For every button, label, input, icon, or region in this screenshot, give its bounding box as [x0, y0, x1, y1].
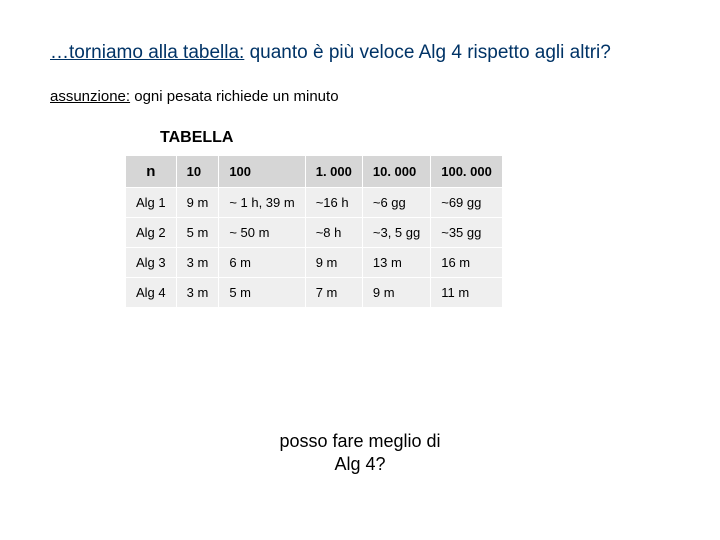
cell: 9 m	[362, 277, 430, 307]
cell: 3 m	[176, 277, 219, 307]
col-header-n: n	[126, 155, 177, 187]
cell: 3 m	[176, 247, 219, 277]
cell: 11 m	[431, 277, 503, 307]
cell: 16 m	[431, 247, 503, 277]
col-header-100: 100	[219, 155, 305, 187]
cell: 7 m	[305, 277, 362, 307]
cell: 9 m	[176, 187, 219, 217]
title-rest: quanto è più veloce Alg 4 rispetto agli …	[244, 42, 611, 63]
cell: ~3, 5 gg	[362, 217, 430, 247]
cell: ~8 h	[305, 217, 362, 247]
footer-question: posso fare meglio di Alg 4?	[0, 430, 720, 477]
title-underlined: …torniamo alla tabella:	[50, 42, 244, 63]
table-row: Alg 1 9 m ~ 1 h, 39 m ~16 h ~6 gg ~69 gg	[126, 187, 503, 217]
slide-subtitle: assunzione: ogni pesata richiede un minu…	[50, 88, 670, 105]
cell: ~ 50 m	[219, 217, 305, 247]
cell: ~6 gg	[362, 187, 430, 217]
row-label: Alg 2	[126, 217, 177, 247]
table-row: Alg 3 3 m 6 m 9 m 13 m 16 m	[126, 247, 503, 277]
row-label: Alg 1	[126, 187, 177, 217]
col-header-10: 10	[176, 155, 219, 187]
col-header-10000: 10. 000	[362, 155, 430, 187]
cell: ~69 gg	[431, 187, 503, 217]
footer-line1: posso fare meglio di	[279, 431, 440, 451]
data-table: n 10 100 1. 000 10. 000 100. 000 Alg 1 9…	[125, 155, 503, 308]
cell: ~16 h	[305, 187, 362, 217]
cell: ~35 gg	[431, 217, 503, 247]
table-label: TABELLA	[160, 129, 670, 147]
footer-line2: Alg 4?	[334, 454, 385, 474]
subtitle-underlined: assunzione:	[50, 88, 130, 105]
cell: 9 m	[305, 247, 362, 277]
cell: 5 m	[219, 277, 305, 307]
subtitle-rest: ogni pesata richiede un minuto	[130, 88, 338, 105]
cell: 6 m	[219, 247, 305, 277]
table-header-row: n 10 100 1. 000 10. 000 100. 000	[126, 155, 503, 187]
cell: ~ 1 h, 39 m	[219, 187, 305, 217]
cell: 13 m	[362, 247, 430, 277]
table-row: Alg 2 5 m ~ 50 m ~8 h ~3, 5 gg ~35 gg	[126, 217, 503, 247]
row-label: Alg 4	[126, 277, 177, 307]
cell: 5 m	[176, 217, 219, 247]
slide-title: …torniamo alla tabella: quanto è più vel…	[50, 40, 670, 66]
col-header-1000: 1. 000	[305, 155, 362, 187]
row-label: Alg 3	[126, 247, 177, 277]
col-header-100000: 100. 000	[431, 155, 503, 187]
table-row: Alg 4 3 m 5 m 7 m 9 m 11 m	[126, 277, 503, 307]
